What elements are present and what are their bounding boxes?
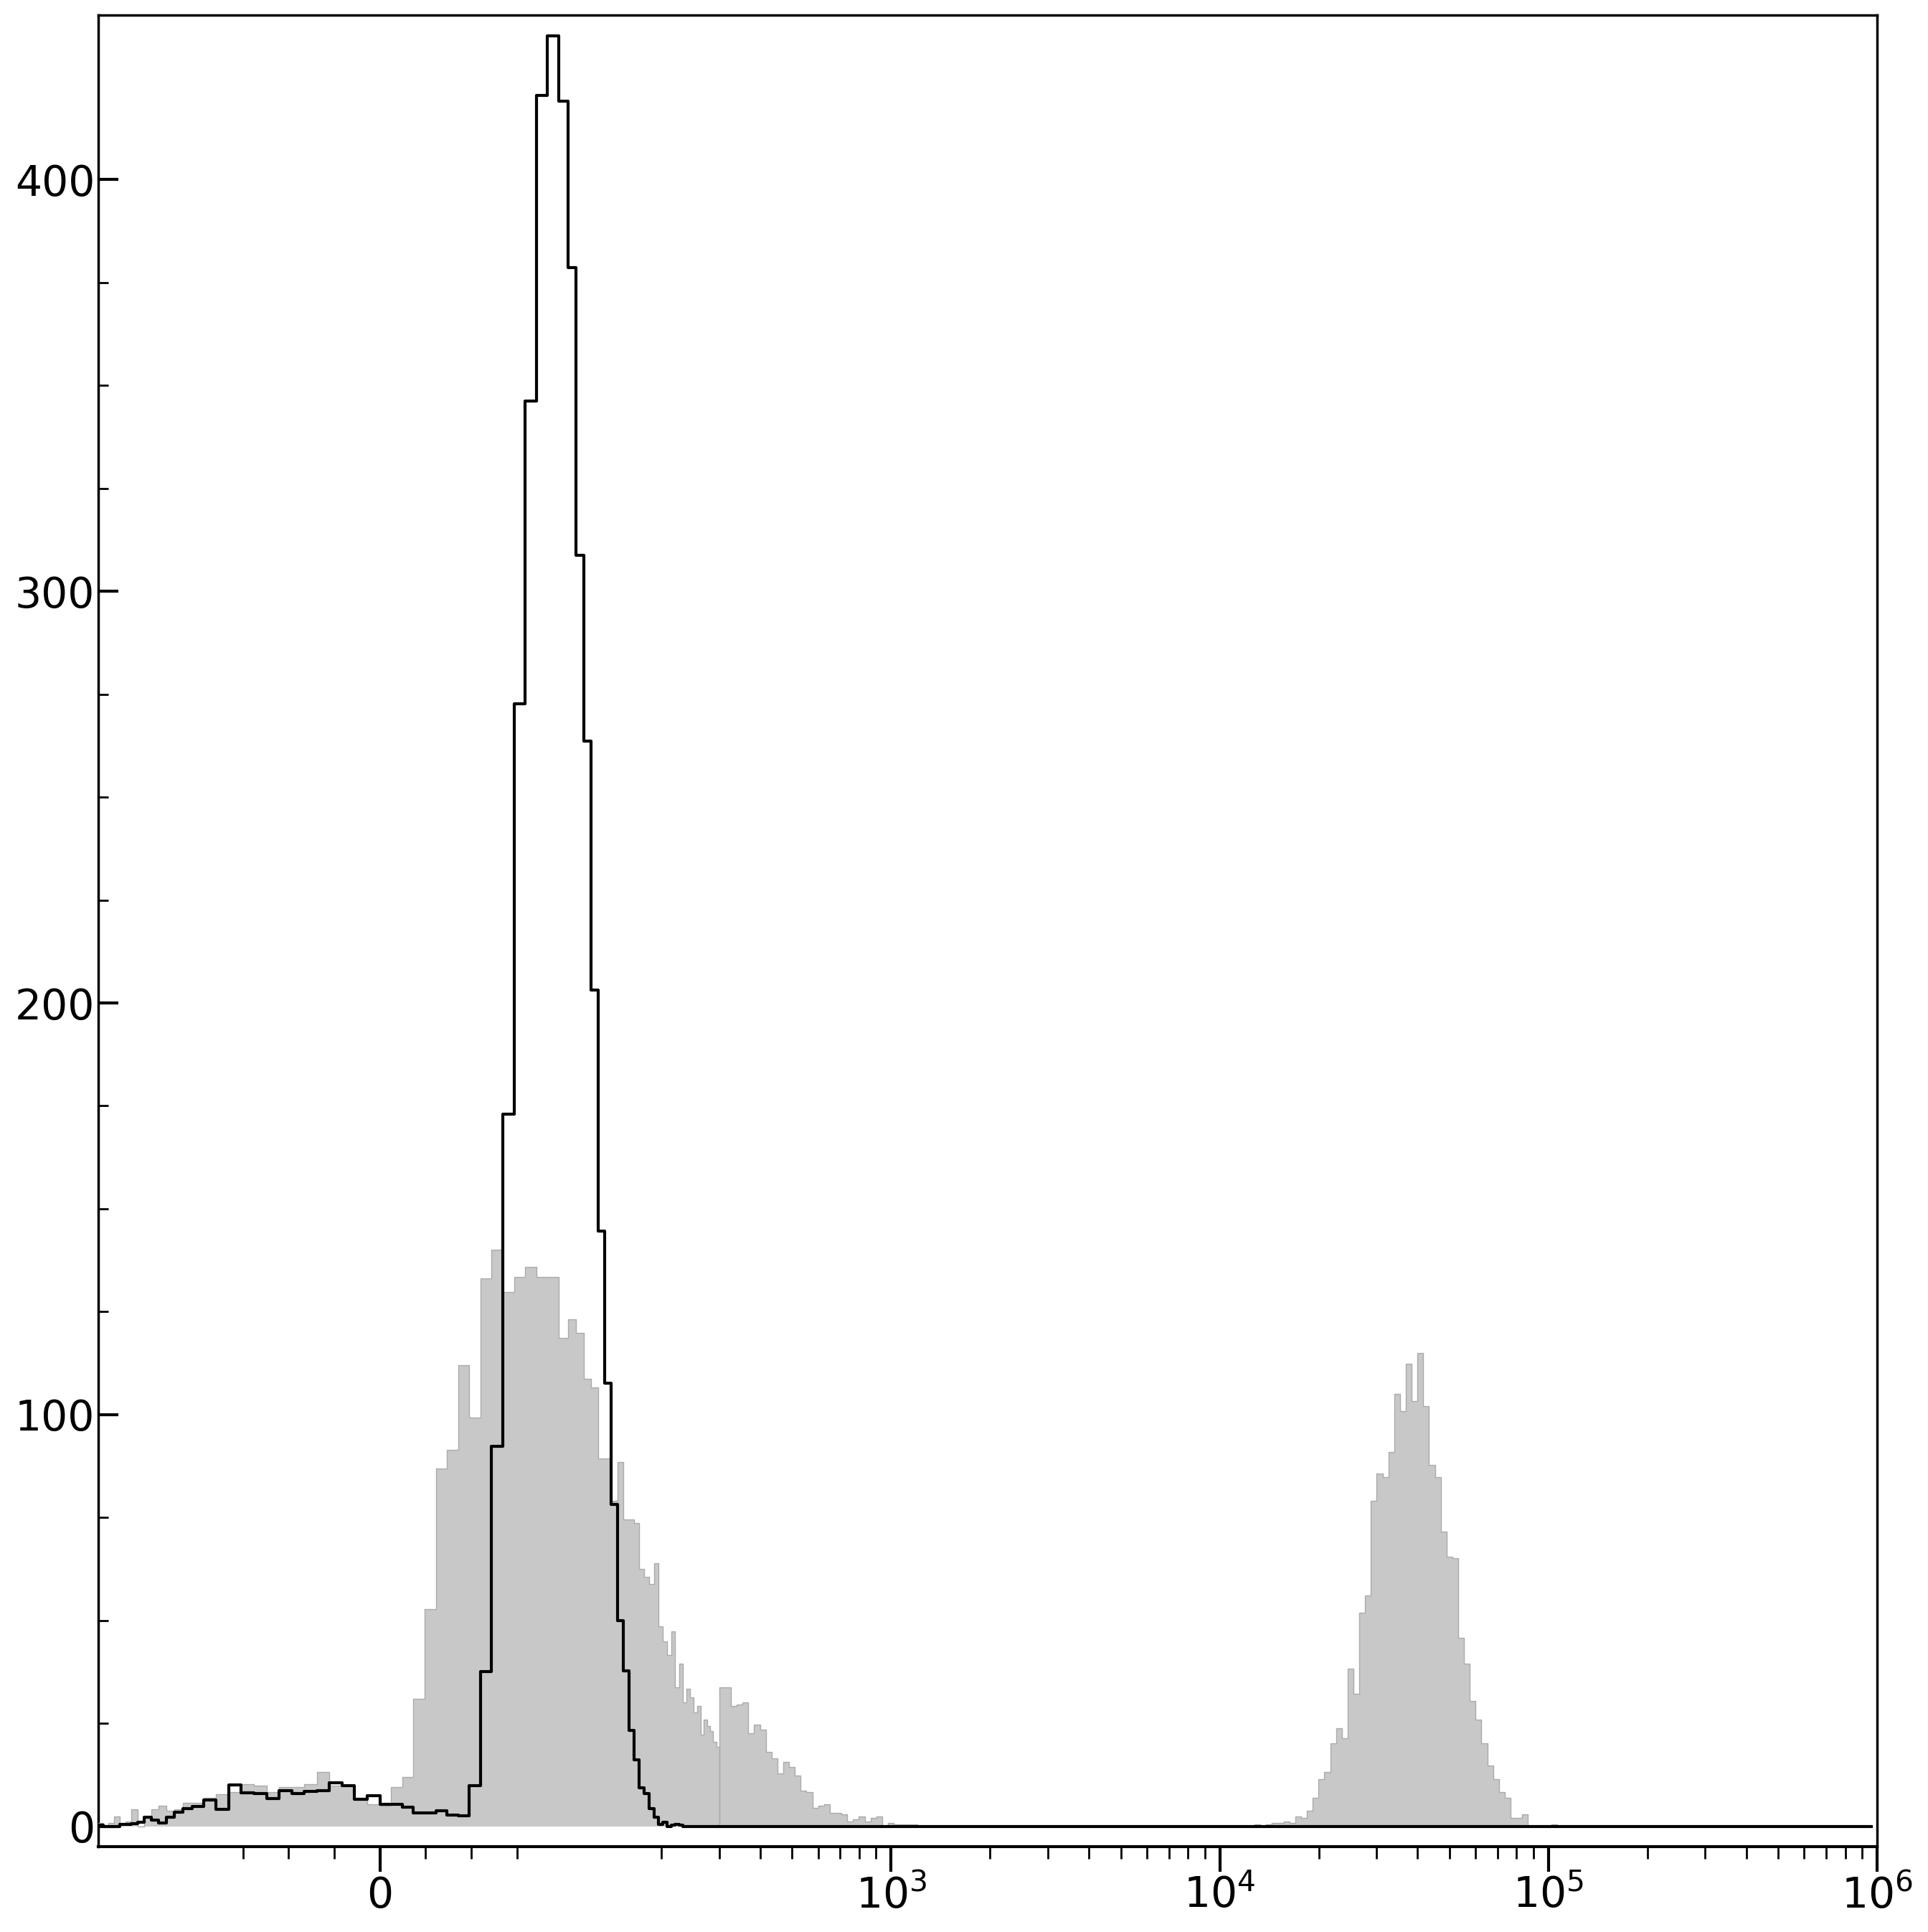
Polygon shape [98,1250,1878,1826]
